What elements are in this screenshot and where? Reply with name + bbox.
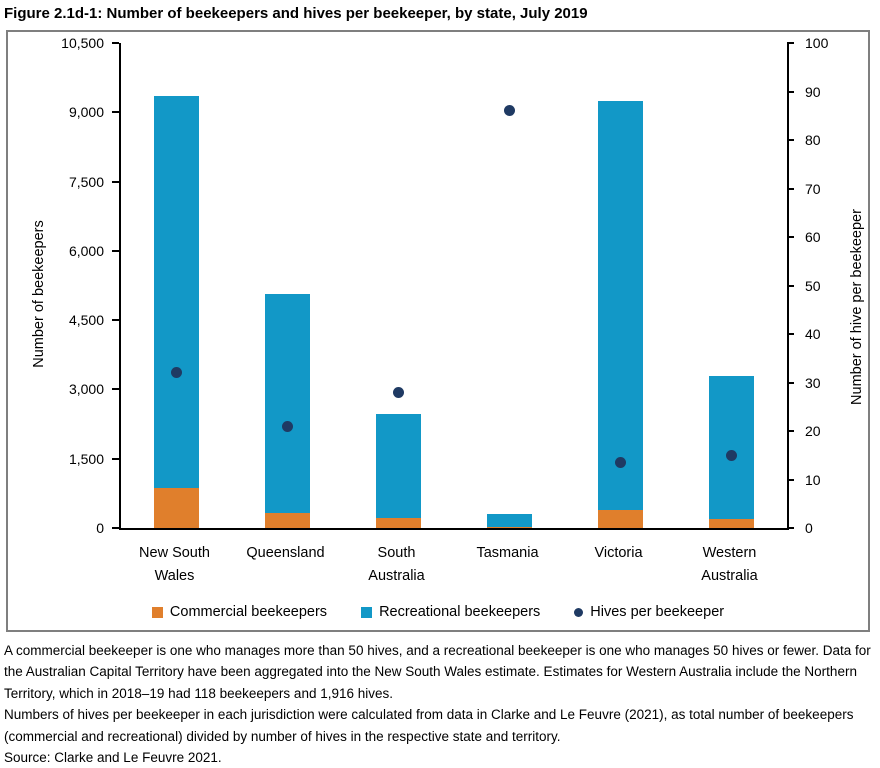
bar-segment-commercial [709, 519, 754, 528]
right-axis-tick [787, 42, 794, 44]
footnote-definitions: A commercial beekeeper is one who manage… [4, 643, 871, 701]
right-axis-tick [787, 187, 794, 190]
right-axis-tick-label: 70 [805, 180, 821, 197]
category-label-line: Wales [154, 568, 195, 584]
legend-square-swatch [151, 606, 163, 618]
hives-per-beekeeper-dot [615, 457, 626, 469]
figure-title: Figure 2.1d-1: Number of beekeepers and … [4, 5, 588, 22]
bar-segment-recreational [154, 96, 199, 489]
legend-item: Hives per beekeeper [574, 604, 724, 620]
right-axis-tick [787, 381, 794, 384]
right-axis-tick-label: 30 [805, 374, 821, 391]
left-axis-tick [112, 457, 119, 460]
left-axis-tick [112, 111, 119, 114]
footnote-source: Source: Clarke and Le Feuvre 2021. [4, 750, 222, 766]
right-axis-tick-label: 50 [805, 277, 821, 294]
right-axis-tick-label: 100 [805, 35, 829, 51]
bar-segment-commercial [265, 513, 310, 528]
hives-per-beekeeper-dot [393, 386, 404, 398]
category-label-line: Australia [368, 568, 425, 584]
left-axis-tick [112, 527, 119, 529]
category-label-line: Victoria [594, 545, 643, 561]
chart-box: Number of beekeepers Number of hive per … [6, 30, 870, 632]
bar-segment-recreational [376, 413, 421, 519]
legend-label: Hives per beekeeper [590, 604, 725, 620]
right-axis-tick [787, 236, 794, 238]
bar-segment-recreational [709, 375, 754, 520]
hives-per-beekeeper-dot [726, 449, 737, 461]
bar-segment-commercial [598, 510, 643, 528]
right-axis-tick [787, 139, 794, 141]
right-axis-title: Number of hive per beekeeper [849, 209, 865, 405]
right-axis-tick [787, 333, 794, 335]
bar-segment-commercial [487, 526, 532, 528]
left-axis-tick-label: 9,000 [68, 104, 104, 121]
category-label: Tasmania [452, 542, 563, 565]
left-axis-tick-label: 0 [96, 520, 104, 536]
left-axis-tick [112, 319, 119, 322]
bar-segment-recreational [598, 100, 643, 511]
category-label: South Australia [341, 542, 452, 588]
left-axis-tick-label: 7,500 [68, 173, 104, 190]
category-label-line: Australia [701, 568, 758, 584]
category-label: Western Australia [674, 542, 785, 588]
right-axis-tick [787, 90, 794, 93]
right-axis-tick [787, 527, 794, 529]
bar-segment-commercial [154, 488, 199, 528]
right-axis-tick-label: 40 [805, 326, 821, 342]
left-axis-tick-label: 4,500 [68, 312, 104, 329]
left-axis-tick [112, 388, 119, 391]
category-label-line: Queensland [246, 545, 325, 561]
category-label-line: Western [702, 545, 757, 561]
chart-legend: Commercial beekeepers Recreational beekee… [8, 604, 868, 620]
right-axis-tick-label: 20 [805, 423, 821, 439]
right-axis-tick [787, 478, 794, 481]
legend-item: Recreational beekeepers [361, 604, 540, 620]
legend-label: Commercial beekeepers [169, 604, 328, 620]
bar-segment-recreational [265, 294, 310, 514]
right-axis-tick [787, 284, 794, 287]
category-label: Victoria [563, 542, 674, 565]
hives-per-beekeeper-dot [171, 367, 182, 379]
footnotes: A commercial beekeeper is one who manage… [4, 640, 876, 768]
left-axis-tick-label: 3,000 [68, 381, 104, 398]
legend-item: Commercial beekeepers [151, 604, 328, 620]
right-axis-tick-label: 60 [805, 229, 821, 245]
hives-per-beekeeper-dot [504, 105, 515, 117]
right-axis-tick-label: 80 [805, 132, 821, 148]
category-label-line: New South [139, 545, 210, 561]
right-axis-tick-label: 90 [805, 83, 821, 100]
category-label-line: South [377, 545, 416, 561]
left-axis-tick-label: 1,500 [68, 450, 104, 467]
legend-dot-swatch [574, 607, 584, 617]
left-axis-tick-label: 10,500 [61, 35, 104, 51]
category-label: New South Wales [119, 542, 230, 588]
legend-label: Recreational beekeepers [379, 604, 541, 620]
left-axis-tick [112, 180, 119, 183]
right-axis-tick [787, 430, 794, 432]
hives-per-beekeeper-dot [282, 420, 293, 432]
legend-square-swatch [361, 606, 373, 618]
footnote-method: Numbers of hives per beekeeper in each j… [4, 707, 854, 744]
bar-segment-commercial [376, 518, 421, 528]
left-axis-tick-label: 6,000 [68, 242, 104, 259]
left-axis-tick [112, 249, 119, 252]
right-axis-tick-label: 0 [805, 520, 813, 536]
left-axis-tick [112, 42, 119, 44]
category-label-line: Tasmania [476, 545, 539, 561]
category-label: Queensland [230, 542, 341, 565]
bar-segment-recreational [487, 514, 532, 527]
right-axis-tick-label: 10 [805, 471, 821, 488]
plot-area [119, 43, 789, 530]
